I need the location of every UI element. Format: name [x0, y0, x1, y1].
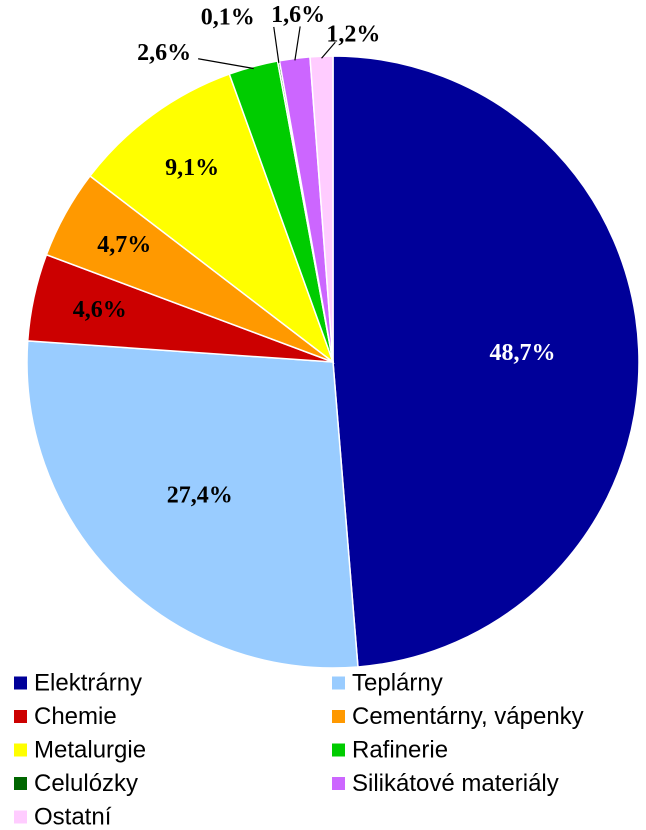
legend-item-rafinerie: Rafinerie: [332, 736, 448, 763]
data-label-chemie: 4,6%: [73, 297, 127, 323]
legend-label-teplarny: Teplárny: [352, 669, 443, 696]
data-label-ostatni: 1,2%: [326, 22, 380, 48]
data-label-elektrarny: 48,7%: [490, 340, 556, 366]
legend-label-ostatni: Ostatní: [34, 803, 112, 830]
legend-label-celulozky: Celulózky: [34, 770, 138, 797]
legend-item-chemie: Chemie: [14, 703, 117, 730]
legend-item-ostatni: Ostatní: [14, 803, 112, 830]
legend-item-silikatove-materialy: Silikátové materiály: [332, 770, 559, 797]
legend-item-elektrarny: Elektrárny: [14, 669, 142, 696]
leader-lines: [198, 26, 336, 70]
pie-slice-teplarny: [26, 340, 359, 669]
legend-swatch-silikatove-materialy: [332, 777, 345, 790]
leader-line-silikatove-materialy: [294, 26, 301, 61]
legend-item-teplarny: Teplárny: [332, 669, 443, 696]
legend-swatch-metalurgie: [14, 743, 27, 757]
legend-item-cementarny-vapenky: Cementárny, vápenky: [332, 703, 584, 730]
leader-line-rafinerie: [198, 58, 254, 70]
legend-item-celulozky: Celulózky: [14, 770, 138, 797]
slice-labels: 48,7% 27,4% 4,6% 4,7% 9,1% 2,6% 0,1% 1,6%1,2%: [73, 2, 556, 509]
data-label-celulozky: 0,1%: [201, 4, 255, 30]
legend-swatch-teplarny: [332, 676, 345, 690]
leader-line-ostatni: [321, 41, 336, 59]
data-label-rafinerie: 2,6%: [137, 40, 191, 66]
legend-label-silikatove-materialy: Silikátové materiály: [352, 770, 559, 797]
data-label-cementarny-vapenky: 4,7%: [97, 232, 151, 258]
pie-slice-metalurgie: [88, 73, 335, 365]
data-label-metalurgie: 9,1%: [165, 155, 219, 181]
pie-slices: [26, 55, 640, 669]
legend-label-elektrarny: Elektrárny: [34, 669, 142, 696]
legend-swatch-chemie: [14, 710, 27, 723]
legend-swatch-celulozky: [14, 777, 27, 790]
legend: Elektrárny Teplárny Chemie Cementárny, vápe…: [14, 669, 584, 830]
legend-label-chemie: Chemie: [34, 703, 117, 730]
legend-swatch-ostatni: [14, 810, 27, 824]
pie-slice-elektrarny: [332, 55, 640, 668]
legend-swatch-elektrarny: [14, 676, 27, 690]
data-label-silikatove-materialy: 1,6%: [271, 2, 325, 28]
legend-item-metalurgie: Metalurgie: [14, 736, 146, 763]
legend-swatch-rafinerie: [332, 743, 345, 757]
pie-slice-ostatni: [309, 55, 334, 363]
leader-line-celulozky: [273, 26, 280, 63]
legend-label-rafinerie: Rafinerie: [352, 736, 448, 763]
legend-label-metalurgie: Metalurgie: [34, 736, 146, 763]
data-label-teplarny: 27,4%: [167, 482, 233, 508]
legend-label-cementarny-vapenky: Cementárny, vápenky: [352, 703, 584, 730]
legend-swatch-cementarny-vapenky: [332, 710, 345, 723]
